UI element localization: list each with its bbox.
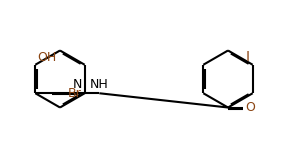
Text: I: I <box>246 50 250 64</box>
Text: Br: Br <box>68 87 82 100</box>
Text: O: O <box>245 101 255 114</box>
Text: N: N <box>73 78 82 91</box>
Text: OH: OH <box>37 51 57 64</box>
Text: NH: NH <box>90 78 109 91</box>
